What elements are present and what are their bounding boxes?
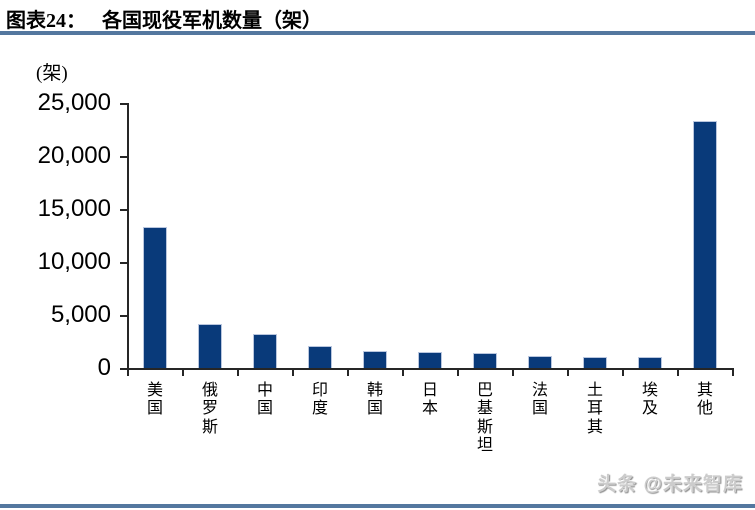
x-axis-line <box>121 368 734 370</box>
x-axis-category-label-7: 法国 <box>531 382 548 418</box>
x-tick-mark-9 <box>622 368 624 376</box>
bar-4 <box>363 351 387 368</box>
y-tick-mark-0 <box>120 103 128 105</box>
x-axis-category-label-8: 土耳其 <box>586 382 603 436</box>
title-underline-rule <box>0 31 755 35</box>
x-tick-mark-2 <box>237 368 239 376</box>
bar-6 <box>473 353 497 368</box>
y-tick-mark-3 <box>120 262 128 264</box>
x-axis-category-label-9: 埃及 <box>641 382 658 418</box>
figure-header: 图表24： 各国现役军机数量（架） <box>6 4 322 33</box>
y-axis-tick-label-1: 20,000 <box>37 142 111 169</box>
x-tick-mark-6 <box>457 368 459 376</box>
bar-9 <box>638 357 662 368</box>
x-tick-mark-7 <box>512 368 514 376</box>
bar-10 <box>693 121 717 368</box>
y-axis-tick-label-0: 25,000 <box>37 89 111 116</box>
y-axis-unit-label: (架) <box>36 63 68 84</box>
x-axis-category-label-1: 俄罗斯 <box>201 382 218 436</box>
watermark-text: 头条 @未来智库 <box>597 474 743 495</box>
y-axis-line <box>127 103 129 369</box>
bar-1 <box>198 324 222 368</box>
bar-2 <box>253 334 277 368</box>
bottom-rule <box>0 504 755 508</box>
x-axis-category-label-6: 巴基斯坦 <box>476 382 493 455</box>
x-tick-mark-8 <box>567 368 569 376</box>
x-axis-category-label-5: 日本 <box>421 382 438 418</box>
bar-3 <box>308 346 332 368</box>
x-tick-mark-0 <box>127 368 129 376</box>
x-tick-mark-10 <box>677 368 679 376</box>
x-axis-category-label-0: 美国 <box>146 382 163 418</box>
figure-number-label: 图表24： <box>6 10 86 32</box>
y-tick-mark-2 <box>120 209 128 211</box>
x-axis-category-label-4: 韩国 <box>366 382 383 418</box>
bar-0 <box>143 227 167 368</box>
x-tick-mark-4 <box>347 368 349 376</box>
y-axis-tick-label-3: 10,000 <box>37 248 111 275</box>
x-axis-category-label-2: 中国 <box>256 382 273 418</box>
y-tick-mark-1 <box>120 156 128 158</box>
y-axis-tick-label-5: 0 <box>97 354 111 381</box>
x-tick-mark-5 <box>402 368 404 376</box>
x-tick-mark-3 <box>292 368 294 376</box>
figure-title: 各国现役军机数量（架） <box>102 10 322 32</box>
x-axis-category-label-10: 其他 <box>696 382 713 418</box>
y-tick-mark-5 <box>120 368 128 370</box>
bar-8 <box>583 357 607 368</box>
bar-5 <box>418 352 442 368</box>
bar-7 <box>528 356 552 368</box>
y-axis-tick-label-2: 15,000 <box>37 195 111 222</box>
x-tick-mark-11 <box>732 368 734 376</box>
x-axis-category-label-3: 印度 <box>311 382 328 418</box>
x-tick-mark-1 <box>182 368 184 376</box>
y-tick-mark-4 <box>120 315 128 317</box>
y-axis-tick-label-4: 5,000 <box>50 301 111 328</box>
